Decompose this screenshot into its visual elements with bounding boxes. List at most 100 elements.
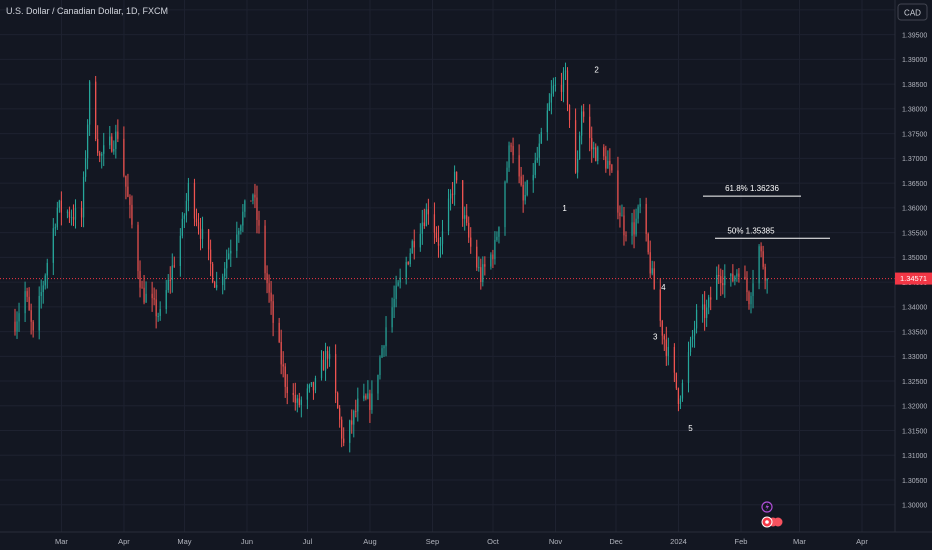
candle-body (326, 350, 329, 359)
candle-body (409, 253, 411, 265)
candle-body (710, 297, 712, 300)
candle-body (568, 104, 571, 121)
candle-body (689, 339, 692, 353)
candle-body (494, 240, 496, 260)
candle-body (744, 276, 746, 280)
price-tick-label: 1.37000 (902, 156, 927, 163)
candle-body (574, 120, 577, 173)
candle-body (242, 211, 244, 226)
candle-body (393, 298, 395, 308)
candle-body (619, 212, 621, 216)
candle-body (736, 273, 738, 277)
candle-body (566, 70, 569, 105)
candle-body (278, 322, 280, 342)
currency-button[interactable]: CAD (897, 3, 928, 21)
candle-body (250, 200, 252, 202)
candle-body (673, 346, 676, 373)
candle-body (704, 304, 706, 318)
candle-body (131, 204, 133, 225)
candle-body (411, 241, 413, 254)
price-tick-label: 1.35500 (902, 230, 927, 237)
candle-body (337, 392, 339, 409)
candle-body (484, 264, 486, 267)
candle-body (427, 209, 430, 215)
price-axis-panel[interactable] (895, 0, 932, 532)
candle-body (349, 420, 351, 443)
candle-body (659, 289, 661, 321)
candle-body (171, 265, 173, 280)
fibonacci-levels: 61.8% 1.36236 50% 1.35385 (703, 184, 830, 239)
price-tick-label: 1.32000 (902, 404, 927, 411)
candle-body (145, 293, 147, 303)
time-tick-label: Mar (793, 537, 806, 546)
candle-body (153, 298, 155, 300)
candle-body (562, 71, 565, 92)
candle-body (70, 216, 73, 218)
candle-body (423, 222, 425, 227)
candle-body (137, 224, 139, 272)
candle-body (506, 167, 508, 182)
candle-body (653, 268, 655, 290)
candle-body (576, 158, 579, 173)
candle-body (377, 375, 379, 394)
economic-event-dot (765, 520, 769, 524)
candle-body (254, 194, 256, 198)
candle-body (187, 182, 190, 201)
candle-body (597, 147, 599, 162)
candle-body (647, 233, 649, 253)
candle-body (165, 290, 167, 310)
candle-body (675, 372, 678, 389)
candle-body (560, 84, 563, 92)
candle-body (583, 111, 585, 117)
time-tick-label: 2024 (670, 537, 687, 546)
candle-body (496, 236, 498, 241)
candle-body (512, 146, 514, 156)
candle-body (44, 275, 46, 286)
candle-body (397, 282, 399, 286)
candle-body (296, 398, 298, 403)
candle-body (455, 171, 458, 181)
candle-body (109, 136, 111, 146)
candle-body (578, 135, 581, 159)
candle-body (625, 235, 627, 237)
candle-body (766, 278, 768, 281)
candle-body (14, 321, 16, 332)
candle-body (738, 273, 740, 277)
candle-body (68, 211, 71, 218)
candle-body (722, 283, 724, 286)
candle-body (365, 395, 367, 399)
candle-body (155, 299, 157, 317)
event-markers[interactable] (761, 501, 783, 528)
candle-body (322, 359, 325, 371)
candle-body (280, 341, 282, 365)
candle-body (611, 164, 613, 171)
price-tick-label: 1.36500 (902, 181, 927, 188)
candle-body (693, 328, 696, 336)
lightning-glyph (765, 503, 769, 511)
candlestick-series (14, 62, 768, 453)
time-tick-label: Feb (735, 537, 748, 546)
time-tick-label: Oct (487, 537, 500, 546)
candle-body (284, 366, 286, 387)
candle-body (734, 276, 736, 282)
candle-body (351, 420, 353, 425)
candle-body (478, 267, 480, 269)
candle-body (369, 393, 371, 410)
candle-body (266, 273, 268, 284)
candle-body (99, 152, 101, 156)
candle-body (256, 197, 258, 220)
candle-body (52, 228, 54, 263)
candle-body (216, 284, 218, 288)
candle-body (758, 246, 760, 284)
candle-body (357, 398, 359, 412)
candle-body (708, 297, 710, 308)
candle-body (482, 264, 484, 282)
time-tick-label: Dec (609, 537, 623, 546)
wave-labels: 1 2 3 4 5 (562, 65, 693, 433)
candle-body (518, 155, 520, 177)
candle-body (54, 227, 56, 229)
candle-body (82, 176, 85, 218)
time-tick-label: Apr (118, 537, 130, 546)
